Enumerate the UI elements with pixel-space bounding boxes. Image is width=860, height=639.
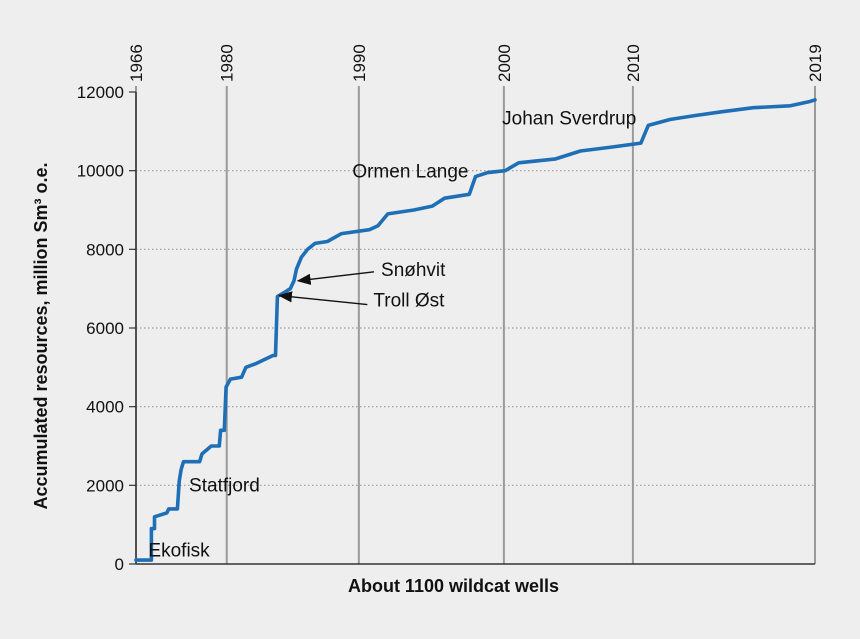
annotation-label: Johan Sverdrup (502, 108, 636, 129)
y-tick-label: 12000 (77, 83, 124, 102)
year-tick-label: 1966 (127, 44, 146, 82)
y-tick-label: 2000 (86, 476, 124, 495)
year-tick-label: 2010 (624, 44, 643, 82)
annotation-label: Ormen Lange (352, 162, 468, 183)
annotation-label: Statfjord (189, 475, 260, 496)
y-tick-label: 4000 (86, 398, 124, 417)
series-layer (134, 98, 817, 562)
annotation-arrow (277, 291, 368, 306)
y-tick-label: 0 (115, 555, 124, 574)
annotation-arrow (296, 271, 375, 285)
y-tick-label: 10000 (77, 162, 124, 181)
annotations: Ekofisk Statfjord Troll Øst Snøhvit Ormen La… (148, 108, 636, 561)
y-tick-label: 8000 (86, 240, 124, 259)
year-tick-label: 1980 (218, 44, 237, 82)
y-tick-label: 6000 (86, 319, 124, 338)
year-tick-label: 2019 (806, 44, 825, 82)
year-tick-label: 2000 (495, 44, 514, 82)
annotation-label: Troll Øst (373, 291, 445, 312)
x-axis-title: About 1100 wildcat wells (348, 576, 559, 596)
year-tick-label: 1990 (350, 44, 369, 82)
series-line (134, 98, 817, 562)
y-axis-title: Accumulated resources, million Sm³ o.e. (31, 162, 51, 509)
annotation-label: Snøhvit (381, 260, 446, 281)
annotation-label: Ekofisk (148, 541, 210, 562)
